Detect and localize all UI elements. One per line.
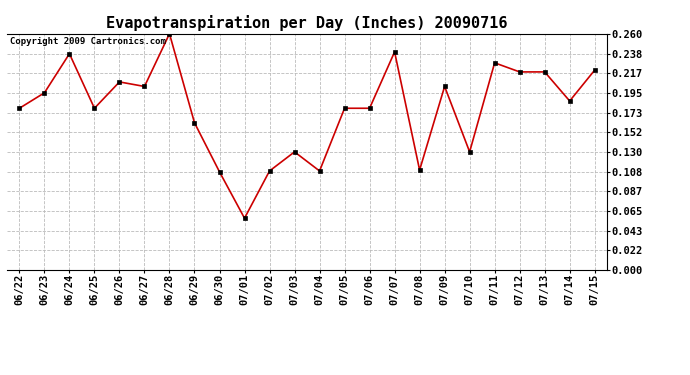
Title: Evapotranspiration per Day (Inches) 20090716: Evapotranspiration per Day (Inches) 2009… xyxy=(106,15,508,31)
Text: Copyright 2009 Cartronics.com: Copyright 2009 Cartronics.com xyxy=(10,37,166,46)
